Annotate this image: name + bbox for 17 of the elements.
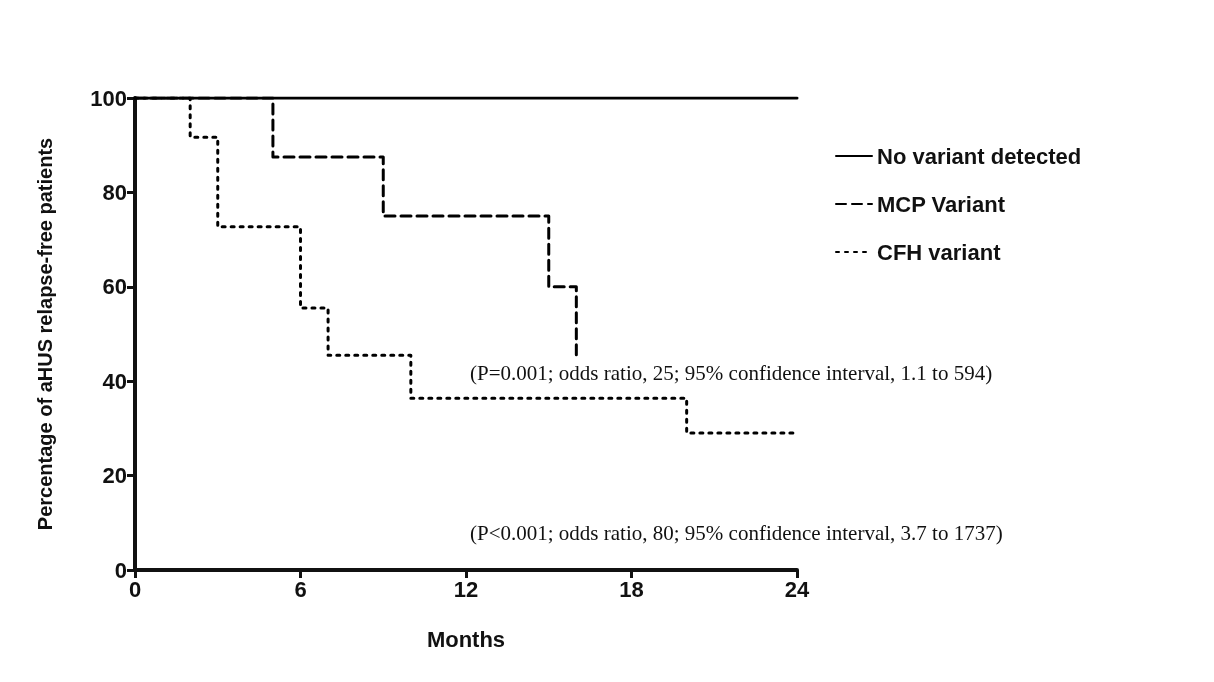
x-tick-label: 6 bbox=[294, 576, 307, 602]
x-tick-label: 18 bbox=[619, 576, 644, 602]
y-tick-label: 0 bbox=[114, 557, 127, 583]
legend-label: No variant detected bbox=[877, 143, 1082, 169]
y-axis-title: Percentage of aHUS relapse-free patients bbox=[34, 137, 56, 531]
x-axis-title: Months bbox=[426, 626, 506, 652]
y-tick-label: 20 bbox=[102, 463, 127, 489]
annotation: (P=0.001; odds ratio, 25; 95% confidence interval, 1.1 to 594) bbox=[470, 360, 993, 385]
annotation: (P<0.001; odds ratio, 80; 95% confidence interval, 3.7 to 1737) bbox=[470, 520, 1003, 545]
legend-label: MCP Variant bbox=[877, 191, 1006, 217]
y-tick-label: 80 bbox=[102, 179, 127, 205]
y-tick-label: 100 bbox=[90, 85, 127, 111]
legend-label: CFH variant bbox=[877, 239, 1002, 265]
y-tick-label: 60 bbox=[102, 274, 127, 300]
x-tick-label: 24 bbox=[784, 576, 810, 602]
x-tick-label: 12 bbox=[453, 576, 479, 602]
y-tick-label: 40 bbox=[102, 368, 127, 394]
